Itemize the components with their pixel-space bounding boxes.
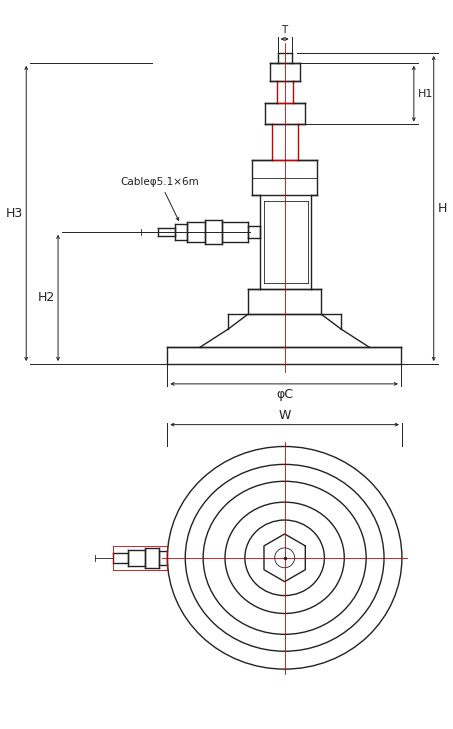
Text: H2: H2 — [38, 292, 55, 305]
Text: φC: φC — [276, 388, 293, 401]
Text: H: H — [438, 202, 447, 215]
Text: H1: H1 — [418, 89, 433, 98]
Text: H3: H3 — [6, 207, 23, 220]
Text: W: W — [279, 409, 291, 421]
Text: Cableφ5.1×6m: Cableφ5.1×6m — [120, 177, 199, 220]
Text: T: T — [281, 25, 288, 35]
